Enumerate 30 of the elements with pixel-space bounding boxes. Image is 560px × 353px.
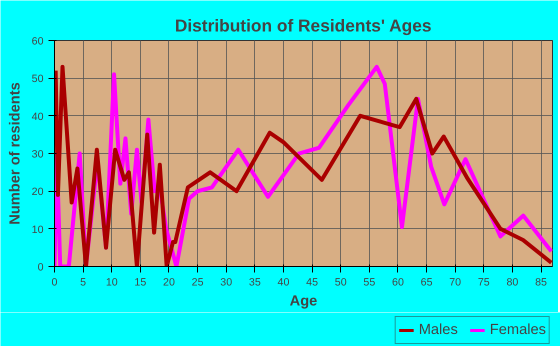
x-tick-label: 70	[449, 276, 462, 288]
x-tick-label: 45	[306, 276, 318, 288]
x-tick-label: 75	[478, 276, 490, 288]
legend-label: Females	[490, 322, 546, 338]
y-tick-label: 10	[32, 224, 44, 236]
y-tick-label: 20	[32, 186, 44, 198]
x-tick-label: 0	[52, 276, 58, 288]
y-tick-label: 30	[32, 148, 44, 160]
x-axis-title: Age	[290, 294, 318, 310]
y-tick-label: 50	[32, 73, 44, 86]
y-tick-label: 0	[38, 262, 44, 274]
x-tick-label: 85	[535, 276, 548, 288]
x-tick-label: 5	[80, 276, 86, 288]
x-tick-label: 60	[392, 276, 404, 288]
x-tick-label: 35	[248, 276, 261, 288]
x-tick-label: 30	[220, 276, 232, 288]
x-tick-label: 50	[334, 276, 347, 288]
y-tick-label: 60	[32, 36, 44, 48]
x-tick-label: 25	[192, 276, 204, 288]
x-tick-label: 20	[163, 276, 175, 288]
y-tick-label: 40	[32, 110, 44, 123]
x-tick-label: 40	[278, 276, 290, 288]
x-tick-label: 80	[506, 276, 518, 288]
x-tick-label: 55	[363, 276, 376, 288]
x-tick-label: 10	[106, 276, 118, 288]
x-tick-label: 15	[134, 276, 146, 288]
y-axis-title: Number of residents	[8, 82, 24, 225]
chart-title: Distribution of Residents' Ages	[174, 16, 432, 36]
legend-label: Males	[418, 322, 458, 338]
x-tick-label: 65	[420, 276, 433, 288]
